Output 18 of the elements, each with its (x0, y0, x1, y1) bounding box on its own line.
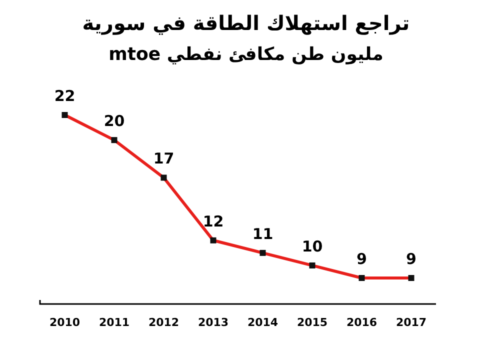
x-tick-label: 2012 (148, 316, 180, 329)
data-label: 9 (406, 250, 416, 268)
chart-title: تراجع استهلاك الطاقة في سورية (82, 11, 410, 35)
x-tick-label: 2017 (396, 316, 427, 329)
x-tick-label: 2013 (198, 316, 229, 329)
data-label: 12 (202, 212, 224, 230)
chart-subtitle: مليون طن مكافئ نفطي mtoe (108, 44, 384, 65)
data-label: 17 (153, 150, 174, 168)
data-label: 10 (302, 237, 323, 256)
data-label: 22 (54, 87, 76, 105)
x-tick-label: 2011 (98, 316, 130, 329)
x-tick-label: 2010 (49, 316, 80, 329)
x-tick-label: 2014 (247, 316, 278, 329)
data-label: 20 (104, 112, 125, 130)
x-tick-label: 2015 (296, 316, 328, 329)
x-tick-label: 2016 (346, 316, 378, 329)
data-label: 9 (356, 250, 367, 268)
data-label: 11 (252, 224, 274, 243)
